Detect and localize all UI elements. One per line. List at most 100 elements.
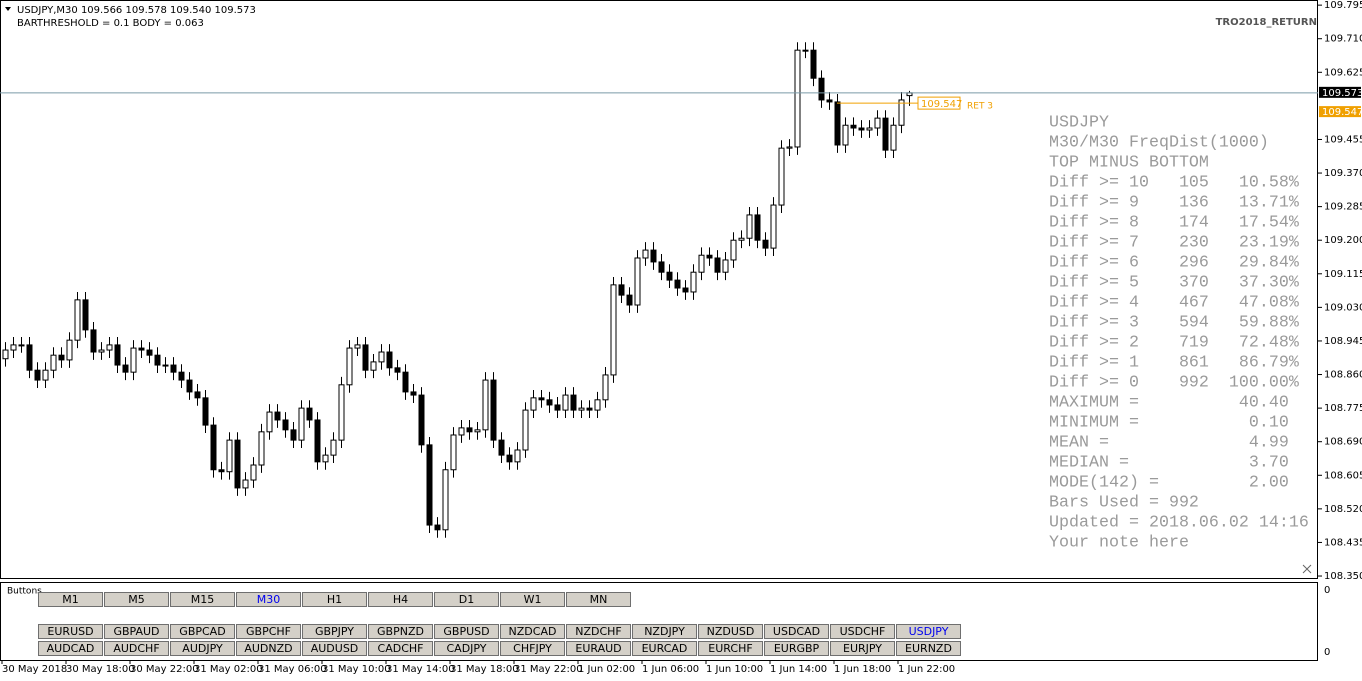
button-label: AUDUSD	[311, 642, 359, 655]
button[interactable]: EURJPY	[830, 641, 895, 656]
button[interactable]: GBPCHF	[236, 624, 301, 639]
candle-body	[522, 409, 529, 451]
candle-body	[18, 344, 25, 347]
button[interactable]: NZDCAD	[500, 624, 565, 639]
button[interactable]: EURUSD	[38, 624, 103, 639]
candle-body	[802, 49, 809, 52]
candle-body	[354, 344, 361, 349]
button-face	[830, 641, 895, 656]
candle-body	[82, 299, 89, 331]
button[interactable]: AUDCAD	[38, 641, 103, 656]
button[interactable]: AUDCHF	[104, 641, 169, 656]
candle-body	[178, 371, 185, 381]
button[interactable]: NZDCHF	[566, 624, 631, 639]
button-label: GBPUSD	[443, 625, 489, 638]
candle-body	[874, 117, 881, 129]
button-label: M1	[62, 593, 79, 606]
candle-body	[450, 434, 457, 471]
candle-body	[258, 431, 265, 466]
button[interactable]: MN	[566, 592, 631, 607]
button-label: GBPNZD	[377, 625, 424, 638]
candle-body	[818, 77, 825, 101]
candle-body	[786, 146, 793, 149]
button[interactable]: M15	[170, 592, 235, 607]
x-tick-label: 31 May 06:00	[258, 664, 327, 675]
button-face	[500, 624, 565, 639]
button[interactable]: USDJPY	[896, 624, 961, 639]
candle-body	[26, 344, 33, 371]
button[interactable]: AUDJPY	[170, 641, 235, 656]
button-face	[302, 641, 367, 656]
button-face	[170, 641, 235, 656]
button[interactable]: EURCHF	[698, 641, 763, 656]
button-face	[170, 592, 235, 607]
button[interactable]: H4	[368, 592, 433, 607]
button-face	[236, 641, 301, 656]
button[interactable]: H1	[302, 592, 367, 607]
candle-body	[754, 214, 761, 241]
candle-body	[234, 439, 241, 489]
button-label: USDJPY	[909, 625, 949, 638]
candle-body	[594, 399, 601, 411]
button[interactable]: NZDUSD	[698, 624, 763, 639]
candle-body	[2, 349, 9, 360]
candle-body	[570, 394, 577, 411]
button-face	[104, 624, 169, 639]
button-label: NZDJPY	[644, 625, 685, 638]
button[interactable]: GBPJPY	[302, 624, 367, 639]
button[interactable]: D1	[434, 592, 499, 607]
button[interactable]: M1	[38, 592, 103, 607]
button[interactable]: CADJPY	[434, 641, 499, 656]
stats-line: Diff >= 1 861 86.79%	[1049, 353, 1299, 372]
button[interactable]: USDCHF	[830, 624, 895, 639]
button[interactable]: EURGBP	[764, 641, 829, 656]
button[interactable]: GBPCAD	[170, 624, 235, 639]
candle-body	[442, 469, 449, 531]
button-face	[896, 641, 961, 656]
button-face	[500, 641, 565, 656]
button[interactable]: EURAUD	[566, 641, 631, 656]
button-label: NZDCAD	[509, 625, 557, 638]
y-tick-label: 109.795	[1324, 0, 1362, 11]
candle-body	[322, 454, 329, 463]
button-label: USDCAD	[773, 625, 820, 638]
button[interactable]: NZDJPY	[632, 624, 697, 639]
stats-line: Diff >= 8 174 17.54%	[1049, 213, 1299, 232]
x-tick-label: 31 May 14:00	[386, 664, 455, 675]
button-face	[38, 624, 103, 639]
button[interactable]: AUDNZD	[236, 641, 301, 656]
button[interactable]: W1	[500, 592, 565, 607]
button[interactable]: GBPNZD	[368, 624, 433, 639]
collapse-arrow[interactable]	[5, 7, 11, 11]
candle-body	[210, 424, 217, 471]
candle-body	[898, 99, 905, 126]
button[interactable]: GBPUSD	[434, 624, 499, 639]
button[interactable]: M5	[104, 592, 169, 607]
button-label: AUDCAD	[47, 642, 95, 655]
sub-y-tick-label: 0	[1324, 585, 1330, 596]
button[interactable]: USDCAD	[764, 624, 829, 639]
x-tick-label: 30 May 22:00	[130, 664, 199, 675]
button-face	[632, 641, 697, 656]
candle-body	[266, 411, 273, 433]
button[interactable]: EURCAD	[632, 641, 697, 656]
button-label: EURGBP	[774, 642, 820, 655]
close-icon[interactable]	[1302, 564, 1312, 574]
candle-body	[890, 124, 897, 151]
candle-body	[826, 99, 833, 103]
candle-body	[562, 394, 569, 411]
x-tick-label: 1 Jun 14:00	[770, 664, 827, 675]
button-face	[698, 624, 763, 639]
button[interactable]: EURNZD	[896, 641, 961, 656]
button-label: EURAUD	[575, 642, 621, 655]
candle-body	[418, 394, 425, 446]
button-label: GBPCAD	[179, 625, 225, 638]
button-face	[368, 624, 433, 639]
button[interactable]: CADCHF	[368, 641, 433, 656]
button[interactable]: M30	[236, 592, 301, 607]
button[interactable]: GBPAUD	[104, 624, 169, 639]
button[interactable]: CHFJPY	[500, 641, 565, 656]
button[interactable]: AUDUSD	[302, 641, 367, 656]
button-label: AUDCHF	[113, 642, 159, 655]
